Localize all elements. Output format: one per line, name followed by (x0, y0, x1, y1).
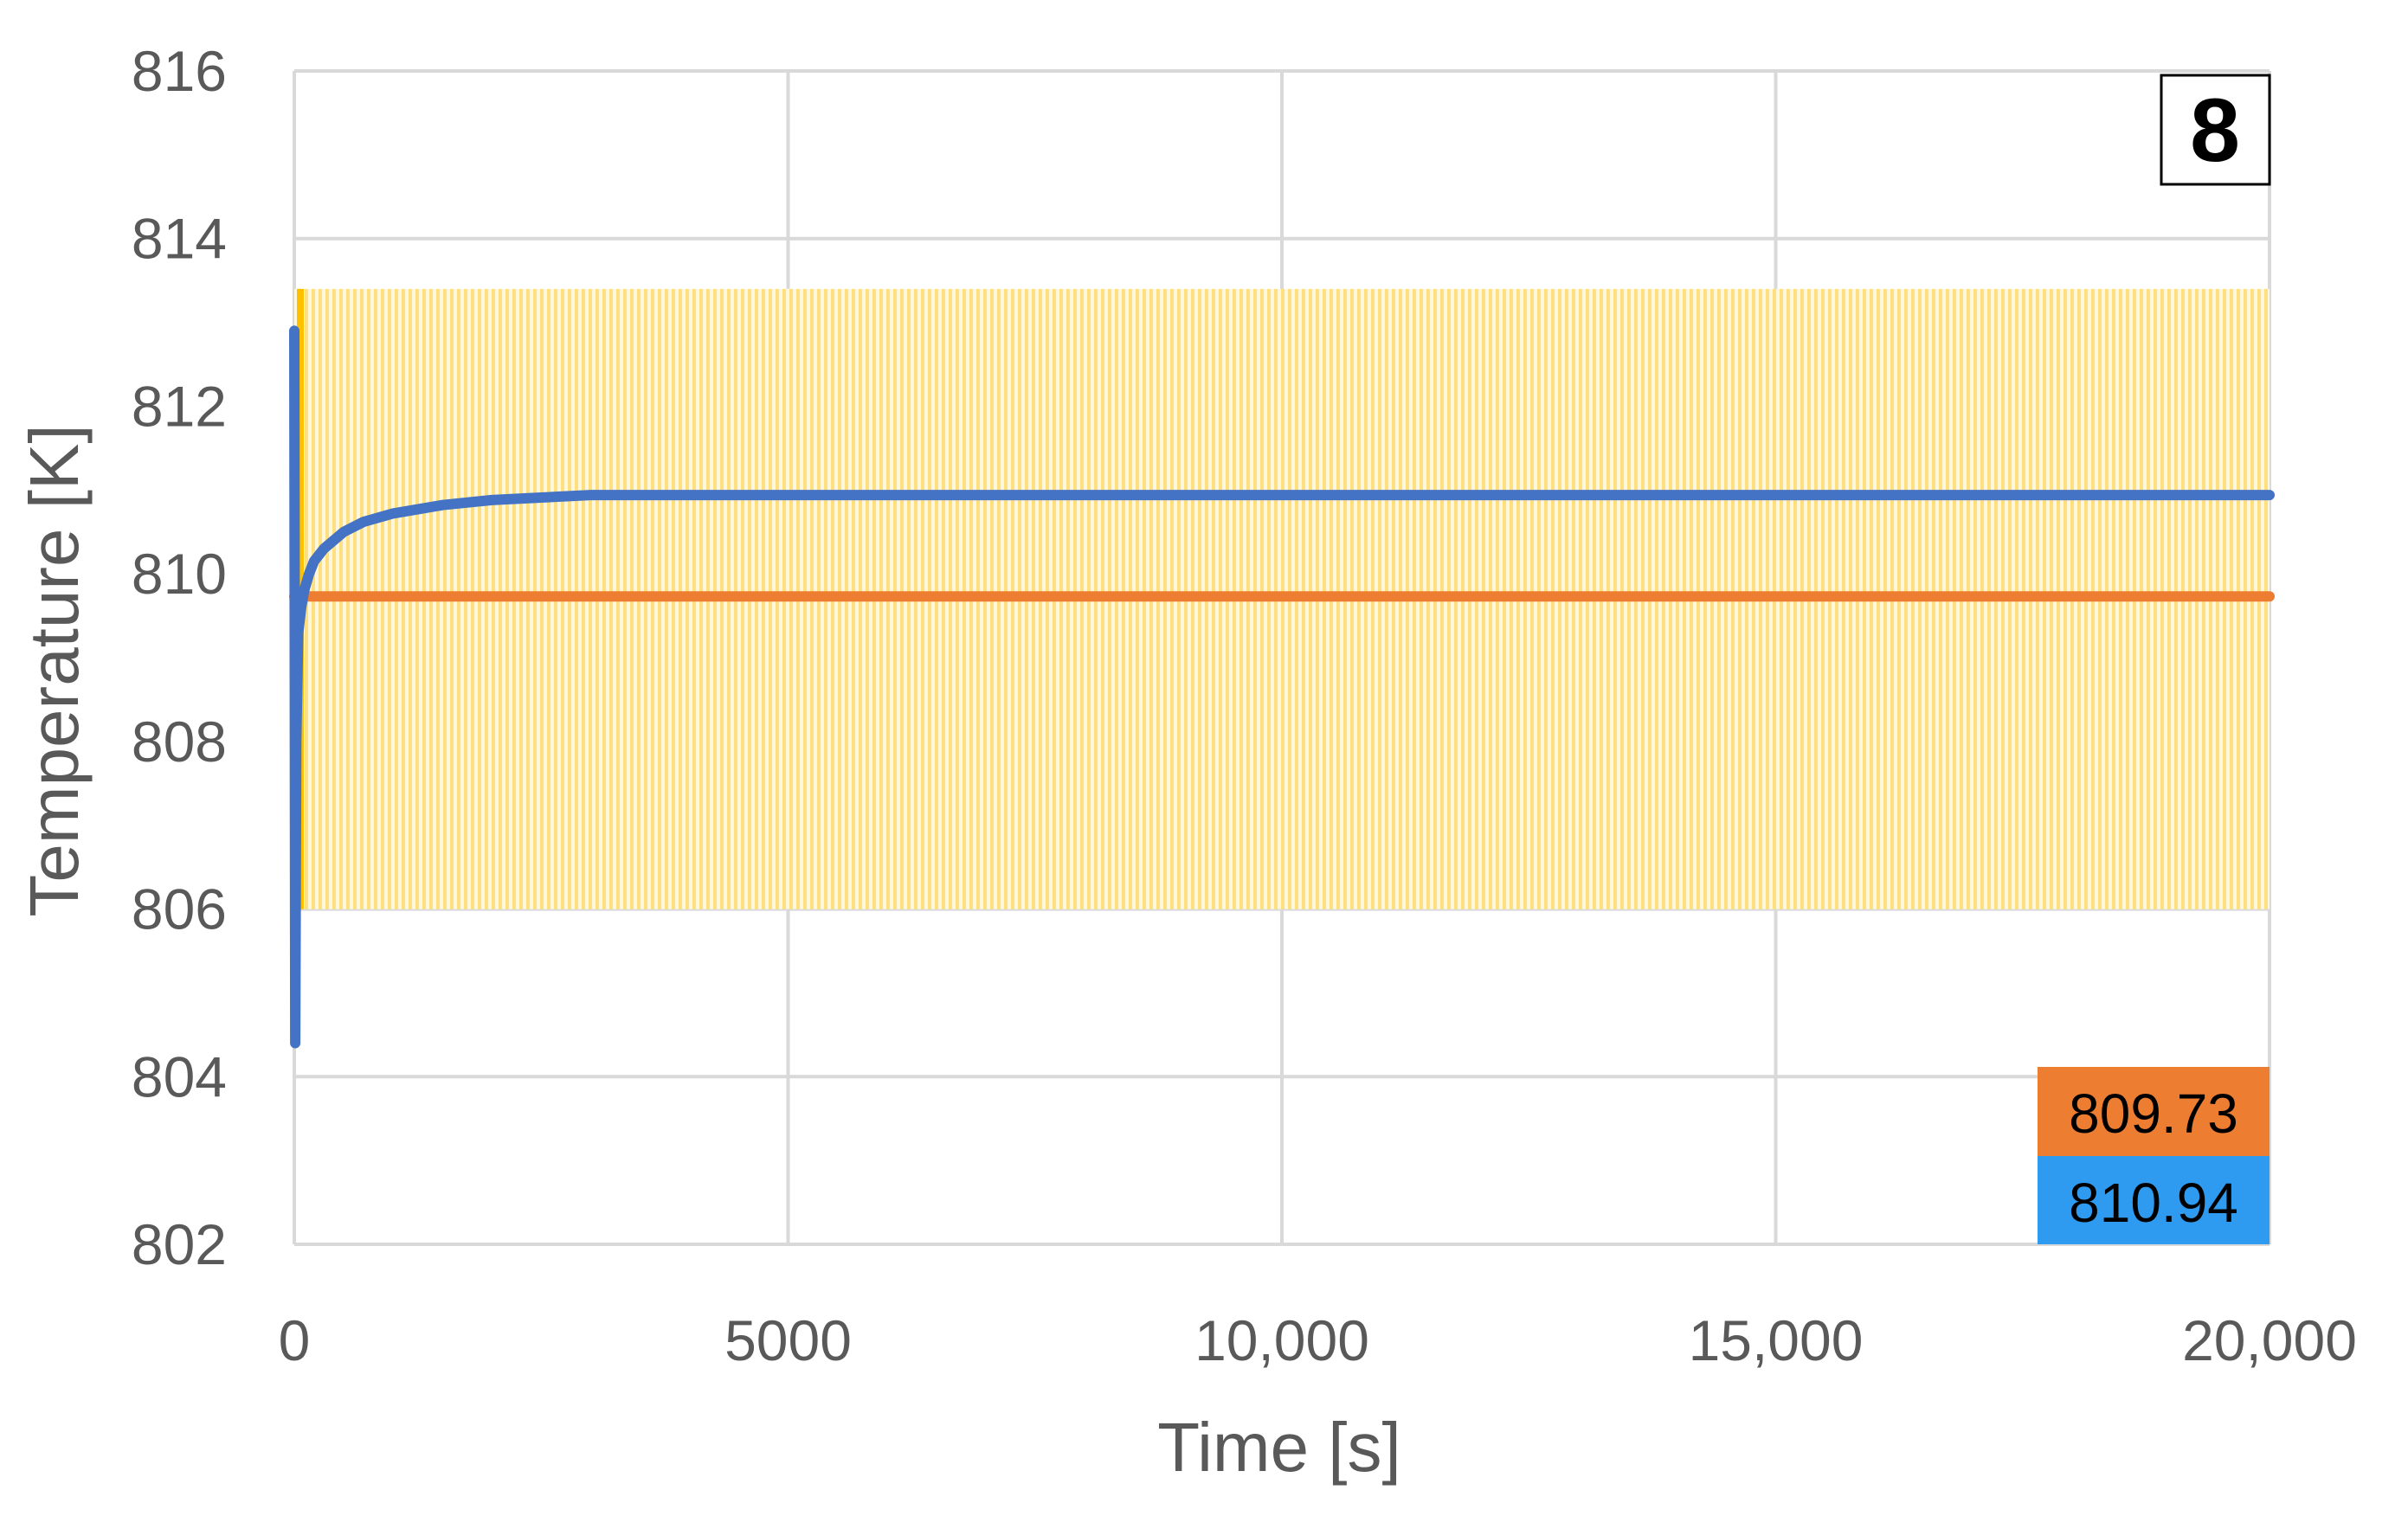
x-tick-label-2: 10,000 (1194, 1308, 1369, 1372)
x-tick-label-4: 20,000 (2182, 1308, 2357, 1372)
y-tick-label-5: 812 (132, 374, 227, 438)
y-tick-label-2: 806 (132, 877, 227, 941)
panel-label-box: 8 (2160, 74, 2271, 186)
value-box-orange-text: 809.73 (2069, 1082, 2238, 1145)
y-tick-label-0: 802 (132, 1212, 227, 1276)
tick-labels: 802 804 806 808 810 812 814 816 0 5000 10,000 15,00… (132, 39, 2357, 1372)
series-lines (289, 325, 2275, 1049)
series-line-0 (289, 325, 2275, 1049)
value-box-blue-text: 810.94 (2069, 1172, 2238, 1234)
x-axis-title: Time [s] (1157, 1409, 1400, 1486)
y-tick-label-7: 816 (132, 39, 227, 103)
x-tick-label-0: 0 (279, 1308, 311, 1372)
y-tick-label-4: 810 (132, 542, 227, 606)
panel-label: 8 (2190, 80, 2240, 181)
y-tick-label-3: 808 (132, 710, 227, 774)
y-axis-title: Temperature [K] (16, 424, 93, 916)
x-tick-label-1: 5000 (724, 1308, 852, 1372)
value-box-blue (2038, 1156, 2270, 1244)
value-box-orange (2038, 1067, 2270, 1156)
y-tick-label-6: 814 (132, 207, 227, 271)
x-tick-label-3: 15,000 (1689, 1308, 1864, 1372)
y-tick-label-1: 804 (132, 1044, 227, 1108)
value-boxes: 809.73 810.94 (2038, 1067, 2270, 1244)
